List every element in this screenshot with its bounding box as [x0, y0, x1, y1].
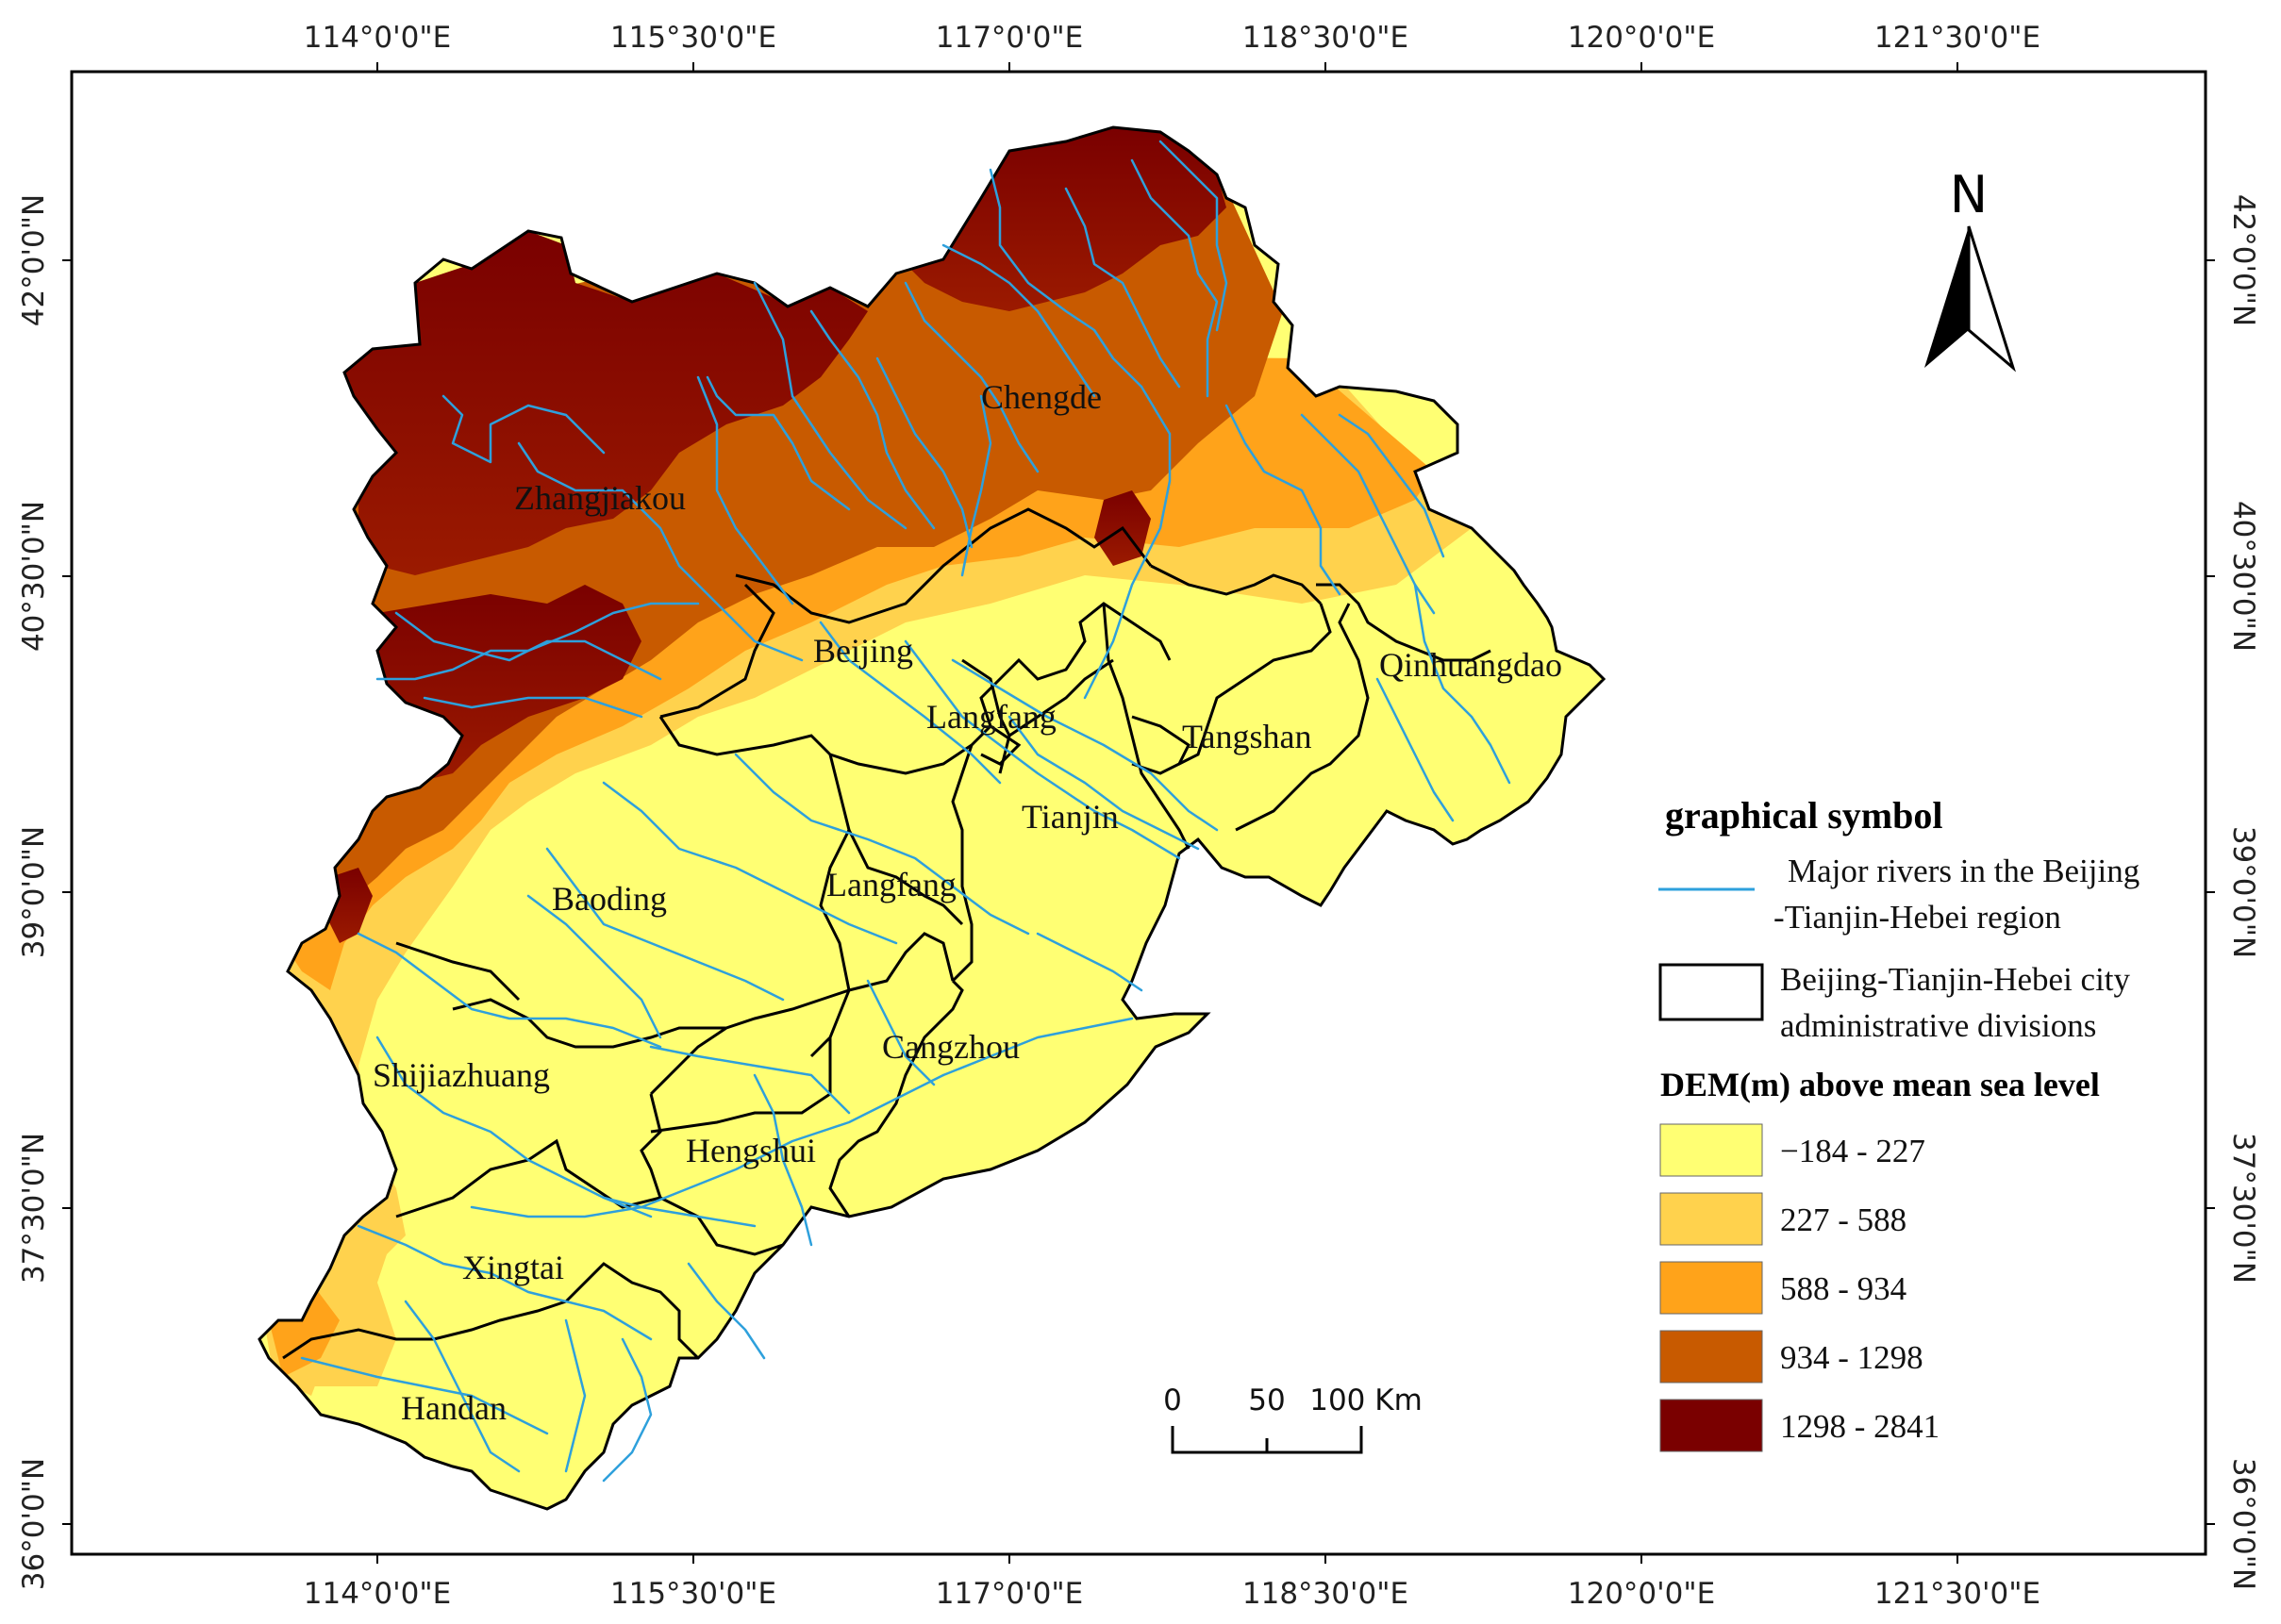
- right-lat-label: 36°0'0"N: [2226, 1458, 2260, 1590]
- right-lat-label: 40°30'0"N: [2226, 501, 2260, 652]
- legend-swatch-1: [1659, 1123, 1763, 1177]
- city-label-cangzhou: Cangzhou: [882, 1028, 1020, 1066]
- north-arrow: N: [1924, 165, 2016, 373]
- left-lat-labels: 42°0'0"N 40°30'0"N 39°0'0"N 37°30'0"N 36…: [17, 194, 51, 1590]
- scale-label-50: 50: [1248, 1384, 1285, 1417]
- left-lat-label: 40°30'0"N: [17, 501, 51, 652]
- legend-swatch-2: [1659, 1192, 1763, 1246]
- bottom-lon-label: 120°0'0"E: [1568, 1577, 1715, 1611]
- left-ticks: [62, 259, 72, 1525]
- city-label-handan: Handan: [401, 1389, 507, 1427]
- city-label-chengde: Chengde: [981, 378, 1102, 416]
- city-label-shijiazhuang: Shijiazhuang: [373, 1056, 550, 1094]
- right-ticks: [2206, 259, 2215, 1525]
- legend-class-label-4: 934 - 1298: [1780, 1339, 1923, 1376]
- legend-title: graphical symbol: [1665, 794, 1942, 837]
- top-lon-label: 115°30'0"E: [610, 21, 776, 55]
- bottom-lon-label: 114°0'0"E: [304, 1577, 451, 1611]
- bottom-lon-label: 117°0'0"E: [936, 1577, 1083, 1611]
- city-label-zhangjiakou: Zhangjiakou: [514, 479, 686, 517]
- north-arrow-label: N: [1950, 165, 1988, 224]
- bottom-lon-label: 121°30'0"E: [1874, 1577, 2040, 1611]
- scale-bar: 0 50 100 Km: [1163, 1384, 1423, 1454]
- dem-band-1298-2841-chengde: [906, 127, 1226, 311]
- left-lat-label: 36°0'0"N: [17, 1458, 51, 1590]
- left-lat-label: 37°30'0"N: [17, 1133, 51, 1284]
- top-lon-label: 120°0'0"E: [1568, 21, 1715, 55]
- top-lon-labels: 114°0'0"E 115°30'0"E 117°0'0"E 118°30'0"…: [304, 21, 2040, 55]
- city-label-tangshan: Tangshan: [1182, 718, 1311, 755]
- right-lat-label: 42°0'0"N: [2226, 194, 2260, 326]
- bottom-lon-label: 118°30'0"E: [1242, 1577, 1408, 1611]
- city-labels: Zhangjiakou Chengde Beijing Langfang Qin…: [373, 378, 1562, 1427]
- city-label-baoding: Baoding: [552, 880, 667, 918]
- city-label-xingtai: Xingtai: [462, 1249, 564, 1286]
- legend-admin-label-line2: administrative divisions: [1780, 1007, 2096, 1044]
- top-lon-label: 117°0'0"E: [936, 21, 1083, 55]
- city-label-tianjin: Tianjin: [1022, 798, 1119, 836]
- city-label-beijing: Beijing: [813, 632, 913, 670]
- bottom-lon-labels: 114°0'0"E 115°30'0"E 117°0'0"E 118°30'0"…: [304, 1577, 2040, 1611]
- right-lat-labels: 42°0'0"N 40°30'0"N 39°0'0"N 37°30'0"N 36…: [2226, 194, 2260, 1590]
- legend-class-label-2: 227 - 588: [1780, 1201, 1906, 1238]
- top-ticks: [376, 62, 1958, 72]
- north-arrow-icon: [1924, 226, 1969, 368]
- right-lat-label: 39°0'0"N: [2226, 826, 2260, 958]
- legend-class-label-1: −184 - 227: [1780, 1133, 1925, 1169]
- left-lat-label: 42°0'0"N: [17, 194, 51, 326]
- legend-river-label-line2: -Tianjin-Hebei region: [1773, 899, 2061, 936]
- legend-swatch-5: [1659, 1399, 1763, 1452]
- city-label-hengshui: Hengshui: [686, 1132, 816, 1169]
- legend-admin-symbol: [1658, 963, 1764, 1021]
- top-lon-label: 114°0'0"E: [304, 21, 451, 55]
- scale-label-100: 100 Km: [1309, 1384, 1423, 1417]
- right-lat-label: 37°30'0"N: [2226, 1133, 2260, 1284]
- legend-swatch-3: [1659, 1261, 1763, 1315]
- legend: graphical symbol Major rivers in the Bei…: [1658, 794, 2139, 1452]
- legend-river-label-line1: Major rivers in the Beijing: [1788, 853, 2139, 889]
- scale-label-0: 0: [1163, 1384, 1182, 1417]
- legend-admin-label-line1: Beijing-Tianjin-Hebei city: [1780, 961, 2131, 998]
- bottom-ticks: [376, 1554, 1958, 1564]
- dem-region: [258, 125, 1606, 1511]
- rivers: [300, 140, 1511, 1483]
- city-label-qinhuangdao: Qinhuangdao: [1379, 646, 1562, 684]
- legend-dem-title: DEM(m) above mean sea level: [1660, 1066, 2100, 1103]
- legend-class-label-3: 588 - 934: [1780, 1270, 1906, 1307]
- dem-band-1298-2841-zhangjiakou: [344, 231, 868, 575]
- top-lon-label: 118°30'0"E: [1242, 21, 1408, 55]
- bottom-lon-label: 115°30'0"E: [610, 1577, 776, 1611]
- left-lat-label: 39°0'0"N: [17, 826, 51, 958]
- legend-class-label-5: 1298 - 2841: [1780, 1408, 1940, 1445]
- city-label-langfang-north: Langfang: [926, 698, 1057, 736]
- top-lon-label: 121°30'0"E: [1874, 21, 2040, 55]
- legend-swatch-4: [1659, 1330, 1763, 1384]
- city-label-langfang-south: Langfang: [826, 866, 957, 903]
